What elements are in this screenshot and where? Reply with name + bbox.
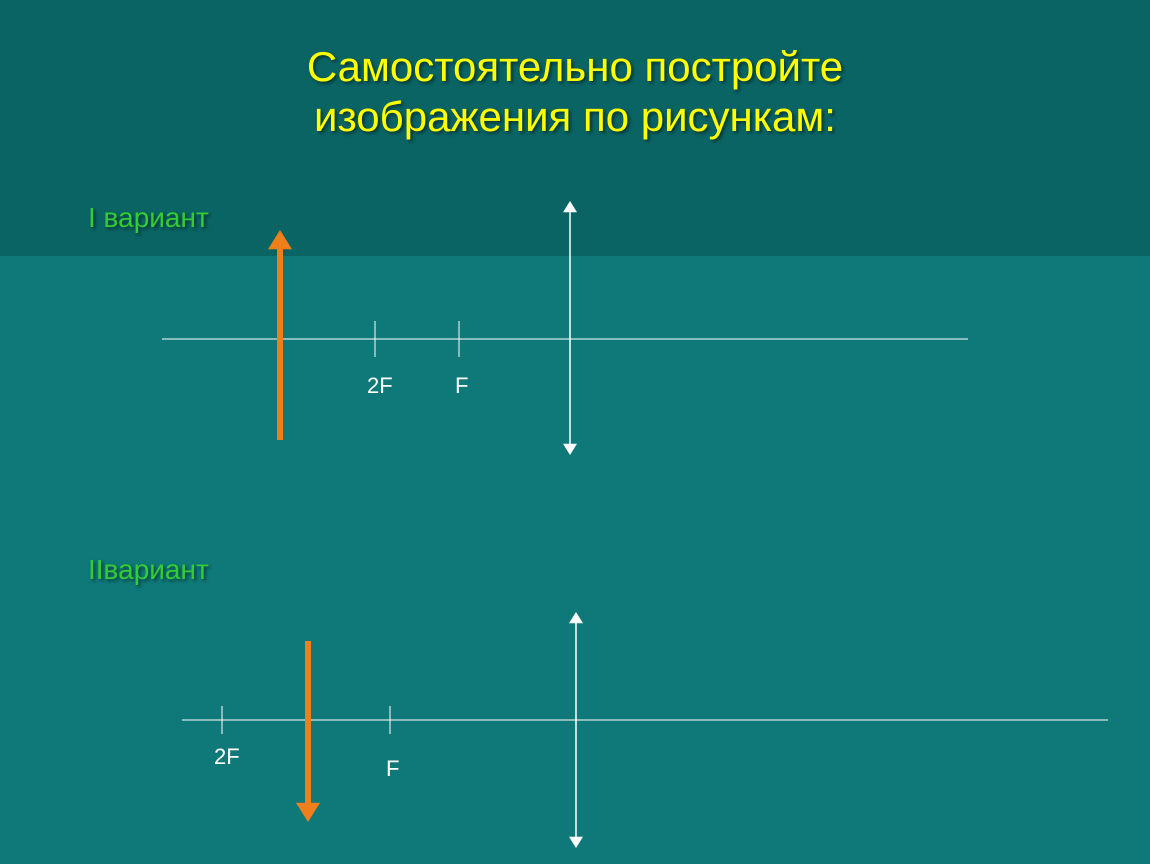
slide-title: Самостоятельно постройте изображения по … <box>0 42 1150 143</box>
variant2-f-label: F <box>386 756 399 782</box>
title-line1: Самостоятельно постройте <box>307 43 843 90</box>
variant1-2f-label: 2F <box>367 373 393 399</box>
variant2-2f-label: 2F <box>214 744 240 770</box>
slide: Самостоятельно постройте изображения по … <box>0 0 1150 864</box>
variant1-f-label: F <box>455 373 468 399</box>
variant1-label: I вариант <box>88 202 209 234</box>
variant2-label: IIвариант <box>88 554 209 586</box>
title-line2: изображения по рисункам: <box>314 93 836 140</box>
